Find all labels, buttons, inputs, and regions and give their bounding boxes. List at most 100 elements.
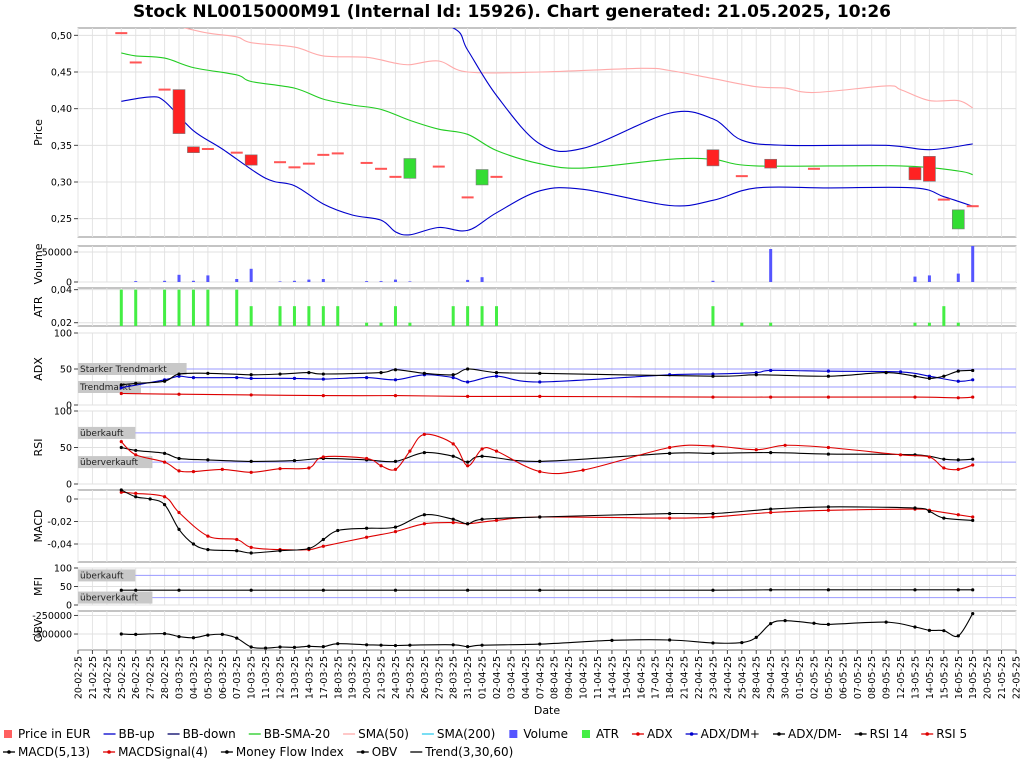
legend-label: ADX <box>647 727 673 741</box>
macd-line-point <box>913 506 917 510</box>
adx-dm-minus-line-point <box>971 368 975 373</box>
volume-bar <box>466 279 470 282</box>
rsi14-line-point <box>451 454 455 458</box>
macd-line-point <box>769 507 773 511</box>
x-tick-label: 25-03-25 <box>405 656 416 699</box>
macd-plot-area <box>77 489 1017 563</box>
rsi14-line-point <box>956 458 960 462</box>
x-tick-label: 19-05-25 <box>968 656 979 699</box>
adx-line-point <box>971 395 975 399</box>
macd-signal-line-point <box>826 508 831 512</box>
x-tick-label: 20-03-25 <box>362 656 373 699</box>
price-candle <box>389 175 402 178</box>
bb-down-line <box>451 28 973 153</box>
legend-item: BB-SMA-20 <box>248 727 330 741</box>
mfi-line-point <box>711 588 715 592</box>
legend-item: ADX/DM- <box>772 727 842 741</box>
atr-bar <box>927 322 931 326</box>
macd-signal-line-point <box>971 515 975 519</box>
atr-bar <box>119 289 123 326</box>
rsi-ref-label-bg <box>78 426 136 439</box>
macd-line-point <box>422 513 426 517</box>
macd-line-point <box>148 497 152 501</box>
price-candle <box>735 175 748 178</box>
legend-item: BB-down <box>167 727 236 741</box>
x-tick-label: 15-04-25 <box>622 656 633 699</box>
obv-line-point <box>365 643 369 647</box>
adx-dm-minus-line-point <box>307 371 311 375</box>
rsi14-line-point <box>480 454 484 458</box>
legend-swatch-dot <box>225 750 229 754</box>
x-tick-label: 04-04-25 <box>521 656 532 699</box>
macd-line-point <box>321 537 325 542</box>
mfi-line-point <box>249 588 253 592</box>
price-candle <box>244 154 258 166</box>
atr-bar <box>740 322 744 326</box>
atr-ylabel: ATR <box>32 296 45 317</box>
rsi14-line-point <box>177 456 181 461</box>
atr-bar <box>956 322 960 326</box>
macd-line-point <box>942 516 946 520</box>
adx-line-point <box>249 393 253 397</box>
macd-signal-line-point <box>668 516 672 520</box>
legend-swatch-dot <box>360 750 365 754</box>
adx-line-point <box>956 396 960 400</box>
legend-label: Money Flow Index <box>236 745 344 759</box>
volume-bar <box>971 246 975 282</box>
x-tick-label: 25-02-25 <box>117 656 128 699</box>
price-candle <box>331 152 344 155</box>
macd-line-point <box>826 505 831 509</box>
atr-ytick-label: 0,02 <box>51 318 72 329</box>
volume-bar <box>393 279 397 282</box>
atr-bar <box>942 306 946 326</box>
x-tick-label: 20-02-25 <box>74 656 85 699</box>
macd-signal-line-point <box>177 510 181 515</box>
adx-dm-minus-line-point <box>711 374 715 378</box>
obv-line-point <box>177 635 181 639</box>
x-axis-label: Date <box>534 704 561 717</box>
price-ytick-label: 0,40 <box>51 104 72 115</box>
rsi5-line-point <box>177 469 181 473</box>
adx-dm-plus-line-point <box>494 374 499 378</box>
macd-line-point <box>119 488 123 492</box>
macd-line-point <box>480 517 484 521</box>
price-candle <box>490 175 503 178</box>
mfi-line-point <box>134 588 138 592</box>
legend-label: BB-down <box>183 727 236 741</box>
x-tick-label: 23-04-25 <box>708 656 719 699</box>
atr-bar <box>336 306 340 326</box>
x-axis: 20-02-25 21-02-25 24-02-25 25-02-25 26-02-25… <box>74 650 1023 717</box>
mfi-line-point <box>119 588 123 592</box>
price-candle <box>317 153 330 156</box>
rsi5-line-point <box>754 448 758 452</box>
obv-line-point <box>451 643 455 647</box>
atr-bar <box>365 322 369 326</box>
x-tick-label: 22-05-25 <box>1012 656 1023 699</box>
obv-line-point <box>884 620 888 624</box>
volume-bar <box>278 281 282 282</box>
adx-dm-plus-line-point <box>292 376 297 380</box>
rsi5-line-point <box>466 464 470 468</box>
adx-dm-minus-line-point <box>206 371 210 375</box>
legend-label: Trend(3,30,60) <box>424 745 513 759</box>
legend-item: SMA(200) <box>421 727 495 741</box>
adx-dm-plus-line-point <box>235 376 239 380</box>
rsi14-line-point <box>134 448 138 453</box>
rsi14-line-point <box>249 459 253 463</box>
x-tick-label: 02-04-25 <box>492 656 503 699</box>
price-candle <box>274 161 287 164</box>
macd-line-point <box>466 522 470 526</box>
atr-bar <box>163 289 167 326</box>
x-tick-label: 10-03-25 <box>247 656 258 699</box>
adx-dm-minus-line-point <box>538 371 542 375</box>
x-tick-label: 01-04-25 <box>478 656 489 699</box>
obv-line-point <box>278 645 282 649</box>
legend-swatch <box>509 730 518 738</box>
legend-item: SMA(50) <box>343 727 409 741</box>
x-tick-label: 11-03-25 <box>261 656 272 699</box>
x-tick-label: 17-04-25 <box>651 656 662 699</box>
bb-sma20-line <box>121 52 973 176</box>
mfi-ref-label-bg <box>78 591 153 604</box>
x-tick-label: 28-02-25 <box>160 656 171 699</box>
mfi-line-point <box>466 588 470 592</box>
